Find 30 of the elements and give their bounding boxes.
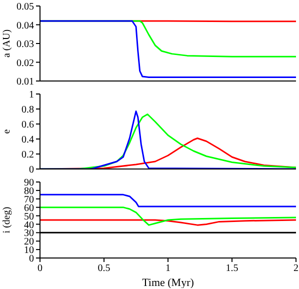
y-tick-label: 50 (24, 211, 34, 222)
y-tick-label: 0.4 (22, 134, 34, 146)
y-tick-label: 0.04 (16, 20, 34, 32)
y-tick-label: 0 (29, 164, 34, 176)
y-tick-label: 0.03 (16, 39, 34, 50)
y-tick-label: 0.01 (16, 76, 34, 88)
x-tick-label: 1.5 (226, 263, 238, 274)
y-axis-title: i (deg) (2, 206, 13, 234)
line-series (40, 194, 296, 208)
y-tick-label: 0.02 (16, 58, 34, 69)
x-tick-label: 0.5 (98, 263, 110, 274)
x-tick-label: 1 (166, 263, 170, 274)
y-tick-label: 0.6 (22, 120, 34, 131)
y-tick-label: 70 (24, 194, 34, 206)
y-tick-label: 0.2 (22, 150, 34, 161)
y-tick-label: 1 (29, 90, 34, 101)
y-tick-label: 10 (24, 245, 34, 256)
y-tick-label: 0.8 (22, 104, 34, 116)
x-tick-label: 2 (294, 263, 298, 274)
y-tick-label: 0 (29, 254, 34, 265)
y-axis-title: e (2, 128, 13, 134)
x-axis-title: Time (Myr) (142, 277, 194, 289)
y-tick-label: 60 (24, 202, 34, 214)
y-tick-label: 0.05 (16, 2, 34, 13)
x-tick-label: 0 (38, 263, 42, 274)
y-tick-label: 20 (24, 236, 34, 248)
y-tick-label: 80 (24, 186, 34, 197)
line-series (40, 20, 296, 78)
y-axis-title: a (AU) (2, 29, 13, 58)
line-series (40, 206, 296, 226)
